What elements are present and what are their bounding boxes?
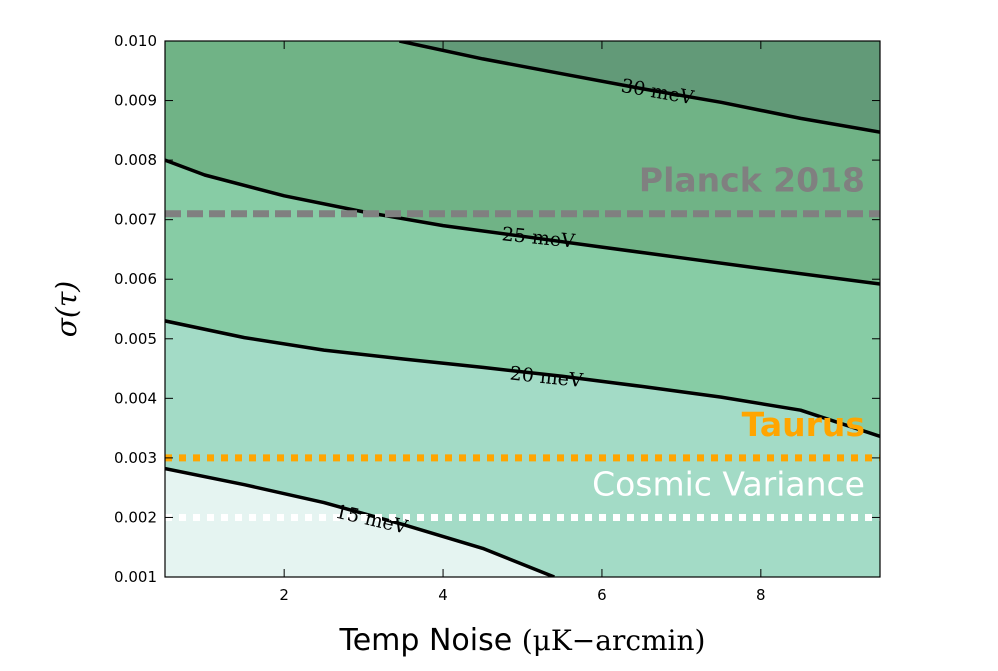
y-tick-label: 0.010 <box>114 32 157 50</box>
reference-label-taurus: Taurus <box>742 405 865 444</box>
x-tick-label: 4 <box>438 586 448 604</box>
axis-ticks: 2 4 6 8 0.001 0.002 0.003 0.004 0.005 0.006 0.007 0… <box>114 32 880 604</box>
contour-line-20-mev <box>165 319 880 439</box>
y-tick-label: 0.002 <box>114 508 157 526</box>
y-tick-label: 0.009 <box>114 92 157 110</box>
contour-line-15-mev <box>165 466 555 577</box>
x-axis-title-units: (μK−arcmin) <box>522 624 706 657</box>
contour-fill-regions <box>165 41 880 577</box>
plot-area-frame <box>164 40 881 578</box>
contour-lines <box>165 41 880 577</box>
reference-label-cosmic-variance: Cosmic Variance <box>592 464 865 503</box>
y-tick-label: 0.006 <box>114 270 157 288</box>
y-tick-label: 0.003 <box>114 449 157 467</box>
x-axis-title-text: Temp Noise <box>339 623 522 658</box>
reference-label-planck-2018: Planck 2018 <box>639 161 865 200</box>
y-tick-label: 0.007 <box>114 211 157 229</box>
y-tick-label: 0.008 <box>114 151 157 169</box>
y-tick-label: 0.005 <box>114 330 157 348</box>
fill-region-below-15-mev <box>165 468 555 577</box>
y-tick-label: 0.004 <box>114 389 157 407</box>
x-tick-label: 2 <box>279 586 289 604</box>
contour-line-25-mev <box>165 158 880 286</box>
contour-line-30-mev <box>399 41 880 134</box>
reference-lines <box>165 210 880 521</box>
x-tick-label: 8 <box>756 586 766 604</box>
y-tick-label: 0.001 <box>114 568 157 586</box>
x-tick-label: 6 <box>597 586 607 604</box>
y-axis-title: σ(τ) <box>50 281 83 337</box>
x-axis-title: Temp Noise (μK−arcmin) <box>339 623 706 658</box>
